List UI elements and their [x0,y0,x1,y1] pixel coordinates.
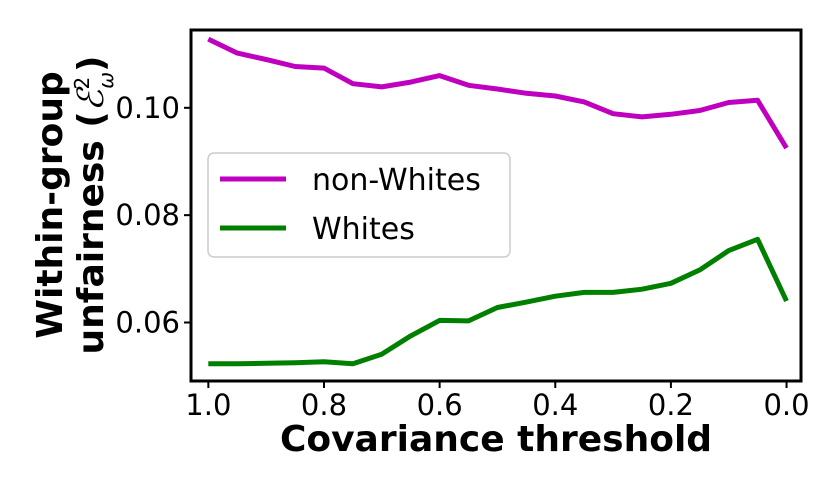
x-tick-label: 1.0 [185,388,231,422]
x-tick-label: 0.6 [417,388,463,422]
x-axis-ticks: 1.0 0.8 0.6 0.4 0.2 0.0 [185,381,810,422]
y-axis-title-symbol: ℰ [71,86,112,111]
y-axis-title-superscript: 2 [70,77,94,90]
y-tick-label: 0.06 [115,306,180,340]
series-line-whites [208,236,789,367]
y-axis-title: Within-group unfairness (ℰ2ω) [30,56,118,355]
y-axis-title-subscript: ω [94,72,118,89]
legend-label: Whites [312,212,415,247]
plot-lines [207,36,789,367]
legend: non-Whites Whites [207,152,511,258]
x-tick-label: 0.0 [763,388,809,422]
series-line-non-whites [207,36,789,150]
y-axis-title-close: ) [71,56,112,72]
plot-frame [189,28,803,383]
y-tick-label: 0.10 [115,91,180,125]
x-tick-label: 0.2 [648,388,694,422]
x-tick-label: 0.8 [301,388,347,422]
x-tick-label: 0.4 [532,388,578,422]
legend-label: non-Whites [312,163,481,198]
y-axis-title-prefix: unfairness ( [71,111,112,354]
x-axis-title: Covariance threshold [280,419,712,460]
y-axis-title-line2: unfairness (ℰ2ω) [70,56,118,355]
y-axis-ticks: 0.06 0.08 0.10 [115,91,191,340]
y-tick-label: 0.08 [115,198,180,232]
y-axis-title-line1: Within-group [30,71,71,338]
